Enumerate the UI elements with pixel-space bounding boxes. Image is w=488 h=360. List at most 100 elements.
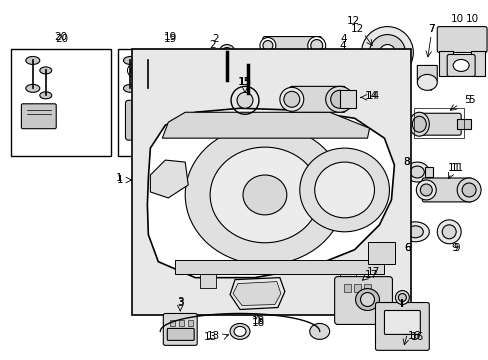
- Text: 14: 14: [366, 91, 379, 101]
- Text: 8: 8: [402, 157, 409, 167]
- Text: 9: 9: [451, 243, 458, 253]
- Ellipse shape: [234, 327, 245, 336]
- Bar: [438, 50, 452, 76]
- Bar: [343, 284, 350, 292]
- Ellipse shape: [461, 183, 475, 197]
- Ellipse shape: [26, 57, 40, 64]
- Ellipse shape: [123, 84, 137, 92]
- Bar: [339, 90, 355, 108]
- Circle shape: [361, 27, 412, 78]
- Ellipse shape: [301, 58, 317, 73]
- Ellipse shape: [416, 75, 436, 90]
- Ellipse shape: [452, 59, 468, 71]
- Bar: [425, 167, 432, 177]
- Ellipse shape: [360, 293, 374, 306]
- Ellipse shape: [222, 75, 232, 85]
- Ellipse shape: [304, 60, 314, 71]
- FancyBboxPatch shape: [376, 73, 398, 84]
- Ellipse shape: [307, 37, 325, 54]
- Text: 16: 16: [410, 332, 423, 342]
- FancyBboxPatch shape: [375, 302, 428, 350]
- Ellipse shape: [123, 57, 137, 64]
- Ellipse shape: [219, 72, 235, 88]
- Text: 11: 11: [449, 163, 463, 173]
- Text: 3: 3: [177, 297, 183, 307]
- Text: 5: 5: [463, 95, 469, 105]
- Polygon shape: [147, 108, 394, 278]
- Ellipse shape: [436, 220, 460, 244]
- FancyBboxPatch shape: [384, 310, 420, 334]
- Ellipse shape: [407, 226, 423, 238]
- Ellipse shape: [222, 48, 232, 58]
- Text: 5: 5: [467, 95, 473, 105]
- Polygon shape: [233, 282, 280, 306]
- Ellipse shape: [240, 85, 255, 101]
- Ellipse shape: [240, 58, 255, 73]
- Circle shape: [379, 45, 395, 60]
- Ellipse shape: [401, 222, 428, 242]
- Text: 15: 15: [237, 77, 250, 87]
- Ellipse shape: [355, 289, 379, 310]
- Text: 16: 16: [407, 332, 420, 341]
- Bar: [353, 284, 360, 292]
- Ellipse shape: [127, 63, 141, 77]
- Text: 3: 3: [177, 297, 183, 306]
- Text: 11: 11: [447, 163, 460, 173]
- FancyBboxPatch shape: [125, 100, 173, 140]
- Bar: [11, 49, 110, 156]
- Ellipse shape: [210, 147, 319, 243]
- Bar: [179, 320, 184, 327]
- FancyBboxPatch shape: [163, 314, 197, 345]
- Ellipse shape: [260, 37, 275, 54]
- Ellipse shape: [141, 57, 155, 64]
- Ellipse shape: [299, 148, 388, 232]
- Text: 4: 4: [340, 33, 346, 44]
- Text: 2: 2: [211, 33, 218, 44]
- FancyBboxPatch shape: [21, 104, 56, 129]
- Ellipse shape: [243, 175, 286, 215]
- Ellipse shape: [219, 45, 235, 60]
- Ellipse shape: [411, 116, 426, 132]
- Ellipse shape: [310, 40, 322, 51]
- Ellipse shape: [141, 84, 155, 92]
- Ellipse shape: [40, 67, 52, 74]
- Ellipse shape: [130, 67, 138, 75]
- Polygon shape: [162, 112, 369, 138]
- Ellipse shape: [309, 323, 329, 339]
- Bar: [470, 50, 484, 76]
- Text: 10: 10: [465, 14, 478, 24]
- Ellipse shape: [26, 84, 40, 92]
- Ellipse shape: [441, 225, 455, 239]
- Text: 20: 20: [55, 33, 68, 44]
- Ellipse shape: [420, 184, 431, 196]
- Text: 20: 20: [54, 32, 67, 41]
- Text: 2: 2: [208, 40, 215, 50]
- Ellipse shape: [229, 323, 249, 339]
- Text: 13: 13: [203, 332, 216, 342]
- Ellipse shape: [243, 60, 252, 71]
- FancyBboxPatch shape: [167, 328, 194, 340]
- FancyBboxPatch shape: [422, 178, 471, 202]
- Bar: [456, 119, 470, 129]
- FancyBboxPatch shape: [334, 276, 392, 324]
- Bar: [363, 284, 370, 292]
- Bar: [413, 108, 463, 138]
- Ellipse shape: [243, 88, 252, 98]
- Text: 1: 1: [117, 175, 123, 185]
- Text: 14: 14: [364, 91, 377, 101]
- Bar: [175, 260, 384, 274]
- Ellipse shape: [330, 90, 348, 108]
- Bar: [132, 49, 410, 315]
- Text: 18: 18: [251, 319, 264, 328]
- FancyBboxPatch shape: [132, 102, 166, 118]
- Ellipse shape: [415, 180, 435, 200]
- Bar: [188, 320, 193, 327]
- Text: 12: 12: [350, 24, 364, 33]
- Ellipse shape: [283, 91, 299, 107]
- Ellipse shape: [456, 178, 480, 202]
- Text: 4: 4: [339, 41, 345, 50]
- Ellipse shape: [405, 162, 428, 182]
- Text: 1: 1: [116, 173, 122, 183]
- Polygon shape: [416, 66, 436, 90]
- Ellipse shape: [40, 92, 52, 99]
